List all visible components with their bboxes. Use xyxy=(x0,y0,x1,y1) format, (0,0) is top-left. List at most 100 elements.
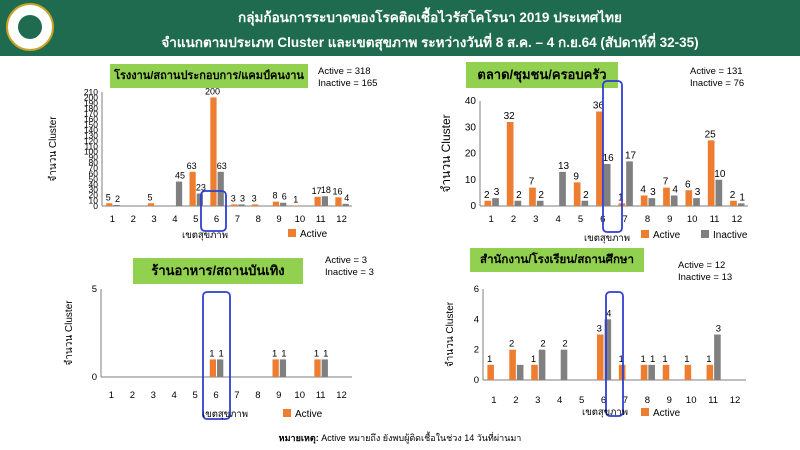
bar-inactive xyxy=(648,364,655,380)
bar-inactive xyxy=(559,171,566,206)
y-tick-label: 6 xyxy=(474,284,479,295)
x-tick-label: 10 xyxy=(687,214,698,225)
bar-inactive xyxy=(603,164,611,206)
x-tick-label: 11 xyxy=(708,395,718,406)
data-label-inactive: 6 xyxy=(282,192,287,202)
y-axis-label: จำนวน Cluster xyxy=(445,301,456,367)
data-label-inactive: 13 xyxy=(558,161,570,172)
bar-active xyxy=(573,182,581,206)
x-tick-label: 5 xyxy=(192,390,197,401)
data-label-inactive: 16 xyxy=(603,153,615,164)
bar-inactive xyxy=(196,193,203,206)
x-tick-label: 1 xyxy=(110,214,115,225)
bar-active xyxy=(662,364,670,380)
data-label-active: 1 xyxy=(640,354,645,365)
bar-inactive xyxy=(693,198,700,206)
bar-inactive xyxy=(670,195,678,206)
data-label-active: 1 xyxy=(293,194,298,204)
data-label-inactive: 1 xyxy=(323,348,328,359)
legend-swatch xyxy=(283,409,291,417)
data-label-inactive: 1 xyxy=(650,354,655,365)
bar-inactive xyxy=(560,349,568,380)
data-label-active: 1 xyxy=(618,192,624,203)
x-tick-label: 2 xyxy=(511,214,516,225)
data-label-inactive: 2 xyxy=(583,190,589,201)
bar-active xyxy=(106,203,113,206)
y-tick-label: 5 xyxy=(92,284,97,295)
bar-active xyxy=(531,364,538,380)
legend-label: Active xyxy=(300,229,328,240)
data-label-active: 1 xyxy=(662,354,667,365)
bar-inactive xyxy=(538,349,546,380)
chart-counts-market: Active = 131 Inactive = 76 xyxy=(690,66,744,90)
y-tick-label: 110 xyxy=(84,141,98,151)
data-label-active: 200 xyxy=(205,86,220,96)
x-tick-label: 11 xyxy=(316,390,326,401)
y-tick-label: 10 xyxy=(89,196,99,206)
bar-active xyxy=(663,187,670,206)
bar-inactive xyxy=(514,200,522,206)
y-tick-label: 210 xyxy=(84,87,98,97)
bar-inactive xyxy=(604,319,612,380)
active-count: Active = 12 xyxy=(678,260,726,271)
bar-inactive xyxy=(280,202,287,206)
x-tick-label: 4 xyxy=(556,214,561,225)
y-tick-label: 80 xyxy=(89,158,99,168)
x-tick-label: 5 xyxy=(579,395,584,406)
data-label-active: 2 xyxy=(484,190,490,201)
bar-inactive xyxy=(581,200,589,206)
y-tick-label: 50 xyxy=(89,174,99,184)
data-label-inactive: 1 xyxy=(739,192,745,203)
bar-active xyxy=(529,187,536,206)
chart-title-restaurant: ร้านอาหาร/สถานบันเทิง xyxy=(133,258,303,284)
highlight-box xyxy=(602,80,623,233)
bar-active xyxy=(484,200,492,206)
y-tick-label: 100 xyxy=(84,147,98,157)
y-tick-label: 30 xyxy=(465,122,477,133)
x-tick-label: 4 xyxy=(172,390,177,401)
legend-swatch xyxy=(641,230,649,238)
y-tick-label: 2 xyxy=(474,345,479,356)
bar-inactive xyxy=(217,171,224,206)
bar-active xyxy=(314,359,321,377)
bar-active xyxy=(506,122,514,206)
chart-title-factory: โรงงาน/สถานประกอบการ/แคมป์คนงาน xyxy=(110,64,308,88)
x-tick-label: 12 xyxy=(336,214,347,225)
data-label-active: 1 xyxy=(314,348,319,359)
y-tick-label: 190 xyxy=(84,98,98,108)
bar-inactive xyxy=(321,196,328,206)
y-axis-label: จำนวน Cluster xyxy=(64,300,75,366)
x-tick-label: 7 xyxy=(235,214,240,225)
y-tick-label: 170 xyxy=(84,109,98,119)
data-label-active: 5 xyxy=(106,192,111,202)
y-tick-label: 90 xyxy=(89,152,99,162)
data-label-inactive: 4 xyxy=(606,308,611,319)
y-tick-label: 0 xyxy=(470,201,476,212)
data-label-active: 2 xyxy=(730,190,736,201)
active-count: Active = 3 xyxy=(325,255,367,266)
x-tick-label: 10 xyxy=(294,390,305,401)
bar-active xyxy=(640,195,648,206)
bar-active xyxy=(272,359,279,377)
bar-inactive xyxy=(279,359,287,377)
active-count: Active = 131 xyxy=(690,66,743,77)
legend-label: Inactive xyxy=(713,230,748,241)
y-tick-label: 0 xyxy=(93,201,98,211)
chart-counts-restaurant: Active = 3 Inactive = 3 xyxy=(325,255,374,279)
bar-inactive xyxy=(737,203,745,206)
x-axis-label: เขตสุขภาพ xyxy=(584,233,630,244)
bar-inactive xyxy=(238,204,245,206)
bar-active xyxy=(231,204,238,206)
bar-active xyxy=(509,349,516,380)
x-tick-label: 2 xyxy=(130,390,135,401)
x-tick-label: 5 xyxy=(578,214,583,225)
chart-counts-factory: Active = 318 Inactive = 165 xyxy=(318,66,377,90)
y-tick-label: 10 xyxy=(465,175,477,186)
data-label-active: 2 xyxy=(509,339,514,350)
inactive-count: Inactive = 76 xyxy=(690,78,745,89)
header-bar: กลุ่มก้อนการระบาดของโรคติดเชื้อไวรัสโคโร… xyxy=(0,0,800,56)
data-label-active: 25 xyxy=(705,129,717,140)
x-tick-label: 1 xyxy=(489,214,494,225)
